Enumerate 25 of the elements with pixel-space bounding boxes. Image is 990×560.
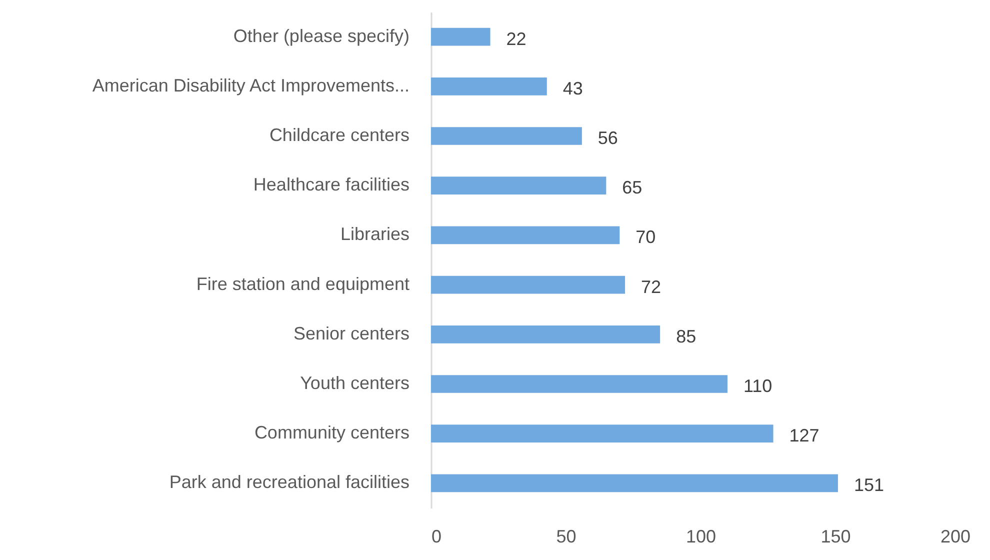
x-tick-label: 150 bbox=[820, 526, 851, 546]
y-tick-label: Fire station and equipment bbox=[196, 274, 410, 294]
y-tick-label: Park and recreational facilities bbox=[169, 472, 410, 492]
x-tick-label: 0 bbox=[432, 526, 442, 546]
data-label: 127 bbox=[789, 426, 820, 446]
y-tick-label: Libraries bbox=[340, 224, 410, 244]
y-tick-label: Healthcare facilities bbox=[253, 174, 410, 195]
data-label: 110 bbox=[743, 376, 772, 396]
y-tick-label: Other (please specify) bbox=[233, 26, 410, 46]
data-label: 43 bbox=[562, 78, 583, 98]
x-tick-label: 100 bbox=[686, 526, 716, 546]
y-tick-label: American Disability Act Improvements... bbox=[92, 75, 410, 96]
y-tick-label: Senior centers bbox=[293, 323, 410, 344]
data-label: 70 bbox=[636, 227, 656, 248]
data-label: 65 bbox=[622, 178, 642, 198]
y-tick-label: Childcare centers bbox=[269, 125, 410, 145]
data-label: 56 bbox=[598, 128, 618, 148]
y-tick-label: Youth centers bbox=[300, 373, 410, 393]
x-tick-label: 200 bbox=[940, 526, 970, 546]
y-tick-label: Community centers bbox=[254, 422, 410, 443]
data-label: 72 bbox=[641, 276, 662, 297]
data-label: 151 bbox=[854, 475, 884, 496]
data-label: 85 bbox=[676, 326, 696, 346]
data-label: 22 bbox=[506, 28, 526, 49]
x-tick-label: 50 bbox=[556, 526, 576, 546]
